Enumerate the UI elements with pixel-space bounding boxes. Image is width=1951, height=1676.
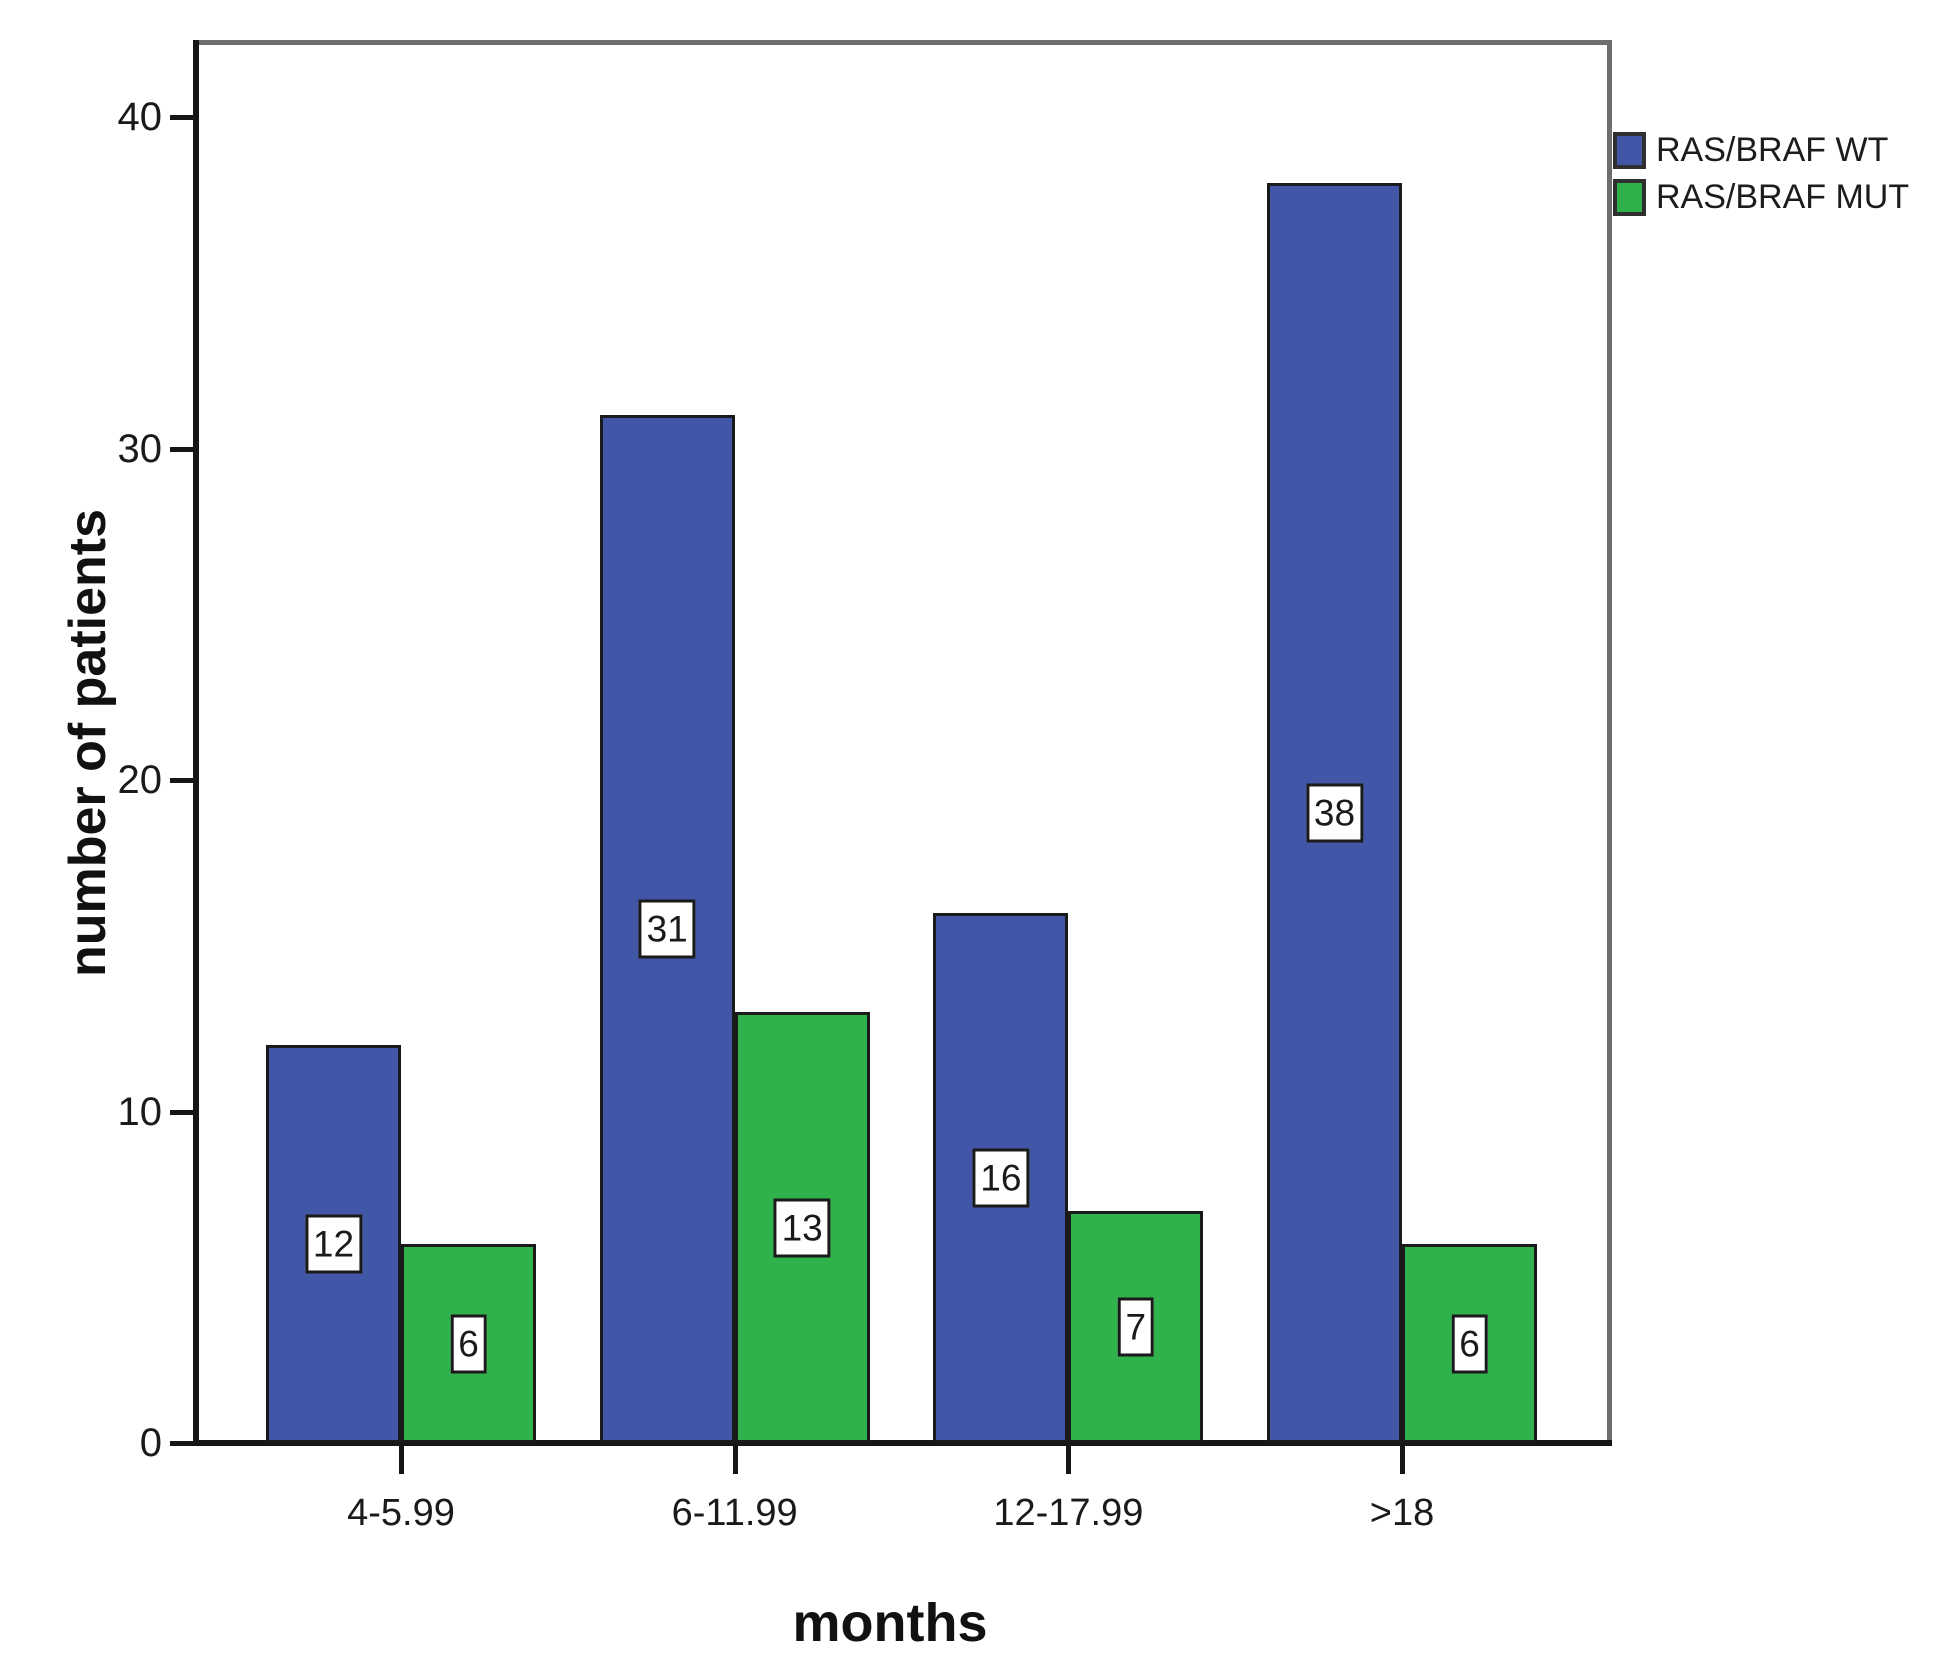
y-tick-label: 0: [139, 1421, 162, 1465]
bar-value-label: 16: [972, 1148, 1030, 1208]
x-tick-label: 4-5.99: [347, 1492, 455, 1534]
x-tick: [1066, 1446, 1072, 1474]
legend-item: RAS/BRAF WT: [1613, 132, 1909, 169]
bar-value-label: 13: [773, 1198, 831, 1258]
legend: RAS/BRAF WT RAS/BRAF MUT: [1613, 132, 1909, 226]
plot-area: 12 31 16 38 6 13 7 6: [196, 43, 1607, 1443]
legend-label: RAS/BRAF MUT: [1656, 178, 1910, 216]
x-axis-title: months: [792, 1593, 988, 1653]
x-tick: [1400, 1446, 1405, 1474]
legend-item: RAS/BRAF MUT: [1613, 179, 1909, 216]
x-tick-label: >18: [1369, 1492, 1435, 1534]
plot-frame-top: [193, 40, 1612, 45]
y-tick: [170, 1109, 196, 1115]
y-tick-label: 30: [117, 426, 163, 471]
y-tick: [170, 446, 196, 452]
x-tick-label: 12-17.99: [993, 1492, 1144, 1534]
x-tick-label: 6-11.99: [671, 1492, 798, 1534]
y-tick-label: 10: [117, 1089, 163, 1134]
bar-value-label: 6: [1451, 1314, 1488, 1374]
legend-swatch-ras-braf-mut: [1613, 179, 1646, 216]
legend-swatch-ras-braf-wt: [1613, 132, 1646, 169]
y-tick: [170, 778, 196, 783]
plot-frame-right: [1607, 40, 1612, 1446]
y-axis-line: [193, 40, 199, 1446]
y-tick-label: 40: [117, 95, 163, 139]
bar-value-label: 38: [1305, 783, 1364, 843]
legend-label: RAS/BRAF WT: [1656, 131, 1889, 169]
y-tick-label: 20: [117, 758, 163, 802]
y-axis-title: number of patients: [59, 508, 117, 978]
bar-value-label: 7: [1117, 1297, 1155, 1357]
x-tick: [399, 1446, 404, 1474]
bar-value-label: 12: [304, 1214, 363, 1274]
bar-value-label: 6: [450, 1314, 487, 1374]
x-axis-line: [193, 1440, 1612, 1446]
x-tick: [732, 1446, 738, 1474]
y-tick: [170, 115, 196, 120]
y-tick: [170, 1441, 196, 1446]
bar-value-label: 31: [638, 899, 696, 959]
